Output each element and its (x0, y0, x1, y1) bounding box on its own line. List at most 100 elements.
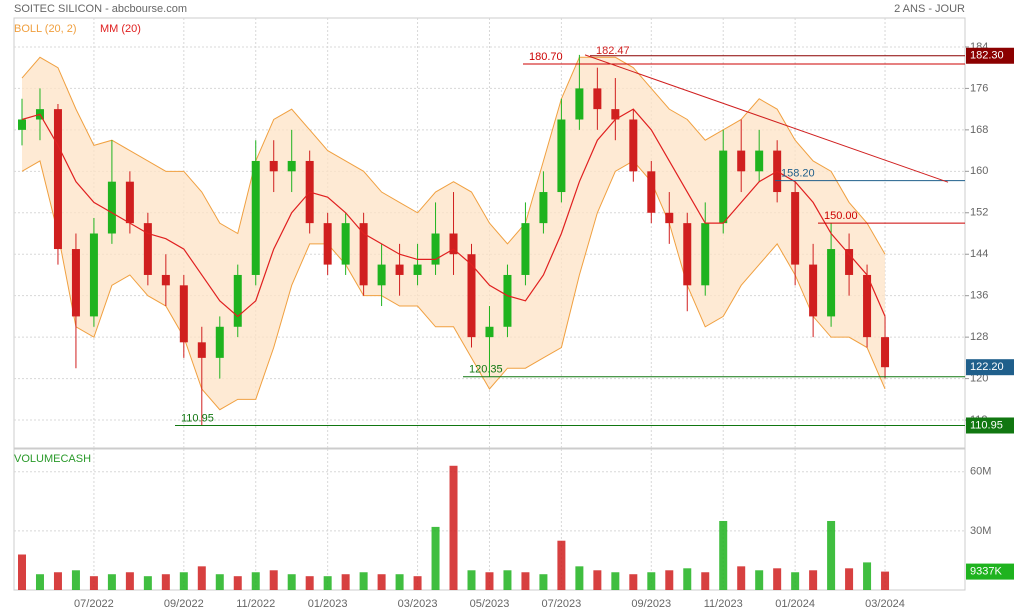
candle-body (737, 150, 746, 172)
volume-bar (503, 570, 512, 590)
x-tick-label: 05/2023 (470, 598, 510, 610)
volume-bar (773, 568, 782, 590)
level-label: 120.35 (469, 364, 503, 376)
volume-bar (467, 570, 476, 590)
level-box-label: 110.95 (970, 419, 1003, 431)
y-tick-label: 168 (970, 124, 988, 136)
candle-body (89, 233, 98, 317)
chart-title: SOITEC SILICON - abcbourse.com (14, 3, 187, 15)
y-tick-label: 30M (970, 525, 991, 537)
candle-body (593, 88, 602, 110)
candle-body (629, 119, 638, 172)
volume-bar (683, 568, 692, 590)
candle-body (413, 264, 422, 275)
x-tick-label: 09/2023 (631, 598, 671, 610)
x-tick-label: 09/2022 (164, 598, 204, 610)
volume-bar (143, 576, 152, 590)
candle-body (881, 337, 890, 368)
candle-body (269, 160, 278, 172)
volume-bar (629, 574, 638, 590)
level-box-label: 182.30 (970, 50, 1004, 62)
volume-bar (161, 574, 170, 590)
volume-bar (107, 574, 116, 590)
candle-body (377, 264, 386, 286)
level-box (966, 417, 1014, 434)
volume-bar (809, 570, 818, 590)
x-tick-label: 03/2023 (398, 598, 438, 610)
volume-bar (557, 540, 566, 590)
candle-body (161, 274, 170, 286)
volume-bar (521, 572, 530, 590)
volume-bar (233, 576, 242, 590)
candle-body (53, 109, 62, 250)
candle-body (287, 160, 296, 172)
volume-bar (89, 576, 98, 590)
volume-bar (719, 520, 728, 590)
candle-body (431, 233, 440, 265)
candle-body (395, 264, 404, 275)
volume-bar (791, 572, 800, 590)
volume-bar (701, 572, 710, 590)
level-label: 110.95 (181, 412, 214, 424)
volume-bar (395, 574, 404, 590)
volume-bar (377, 574, 386, 590)
volume-bar (305, 576, 314, 590)
y-tick-label: 152 (970, 207, 988, 219)
volume-bar (18, 554, 26, 590)
volume-bar (215, 574, 224, 590)
level-label: 150.00 (824, 210, 858, 222)
volume-bar (197, 566, 206, 590)
candle-body (71, 249, 80, 317)
y-tick-label: 120 (970, 373, 988, 385)
y-tick-label: 128 (970, 331, 988, 343)
volume-box (966, 563, 1014, 580)
last-price-label: 122.20 (970, 361, 1004, 373)
x-tick-label: 07/2023 (542, 598, 582, 610)
candle-body (359, 223, 368, 286)
candle-body (449, 233, 458, 255)
volume-bar (539, 574, 548, 590)
candle-body (18, 119, 26, 130)
candle-body (827, 249, 836, 317)
volume-bar (35, 574, 44, 590)
volume-bar (575, 566, 584, 590)
candle-body (539, 192, 548, 224)
volume-bar (665, 570, 674, 590)
last-price-box (966, 359, 1014, 376)
candle-body (719, 150, 728, 224)
volume-title: VOLUMECASH (14, 453, 91, 465)
volume-bar (269, 570, 278, 590)
legend-entry: MM (20) (100, 23, 141, 35)
volume-bar (845, 568, 854, 590)
volume-bar (251, 572, 260, 590)
trendline-label: 182.47 (596, 45, 630, 57)
candle-body (107, 181, 116, 234)
candle-body (197, 342, 206, 358)
volume-bar (863, 562, 872, 590)
candle-body (251, 160, 260, 275)
candle-body (611, 109, 620, 120)
candle-body (125, 181, 134, 224)
volume-bar (755, 570, 764, 590)
volume-bar (323, 576, 332, 590)
legend-entry: BOLL (20, 2) (14, 23, 77, 35)
y-tick-label: 136 (970, 290, 988, 302)
volume-bar (485, 572, 494, 590)
y-tick-label: 176 (970, 82, 988, 94)
volume-bar (647, 572, 656, 590)
candle-body (863, 274, 872, 338)
candle-body (701, 223, 710, 286)
x-tick-label: 01/2023 (308, 598, 348, 610)
level-label: 180.70 (529, 51, 563, 63)
volume-bar (71, 570, 80, 590)
x-tick-label: 11/2022 (236, 598, 275, 610)
volume-label: 9337K (970, 565, 1002, 577)
x-tick-label: 01/2024 (775, 598, 815, 610)
volume-bar (341, 574, 350, 590)
volume-bar (431, 526, 440, 590)
volume-bar (593, 570, 602, 590)
candle-body (647, 171, 656, 213)
level-label: 158.20 (781, 168, 815, 180)
candle-body (791, 192, 800, 265)
candle-body (467, 254, 476, 338)
